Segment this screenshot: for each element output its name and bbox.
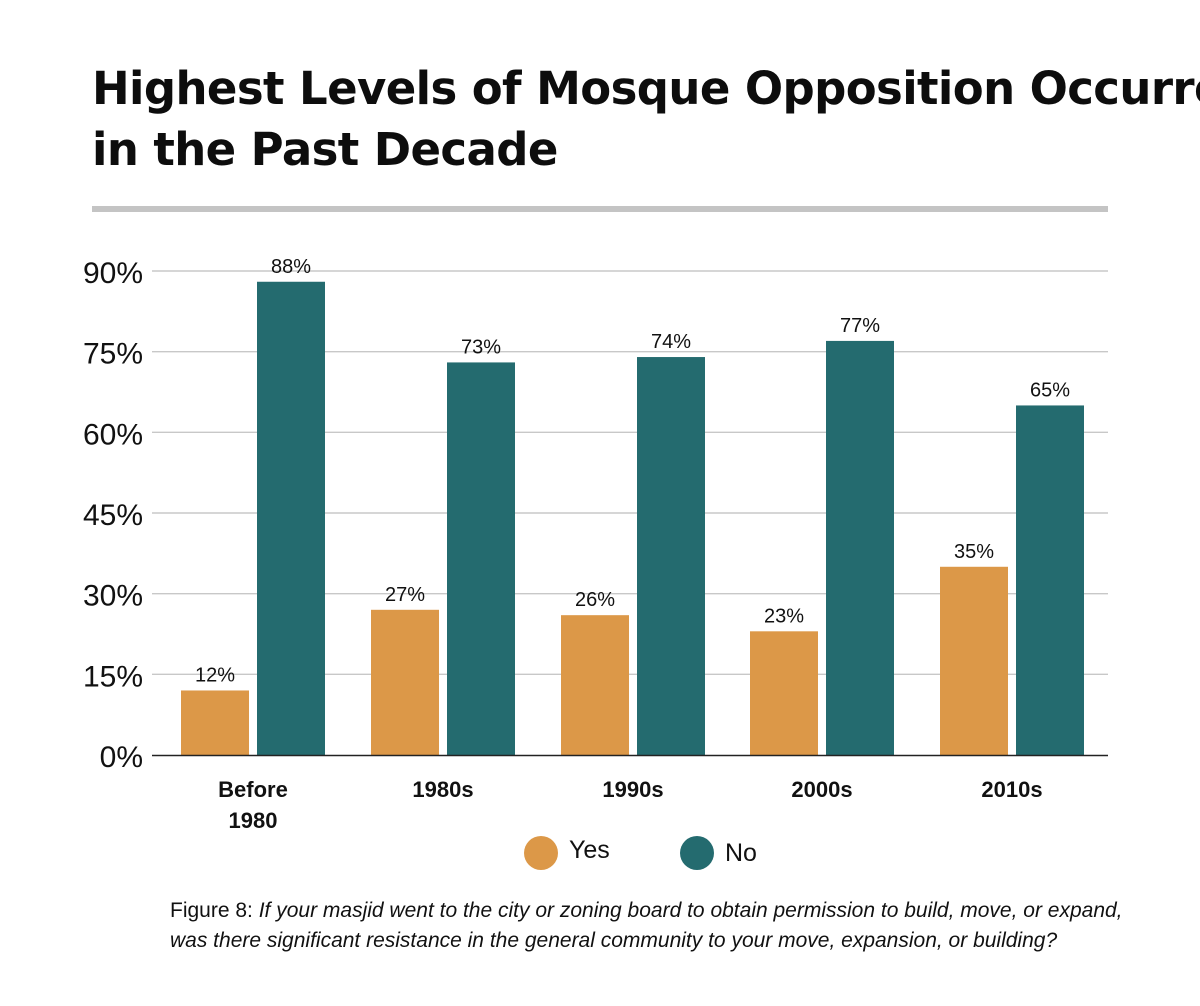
legend-swatch-no bbox=[680, 836, 714, 870]
bar-no-4 bbox=[1016, 405, 1084, 755]
data-label-no-4: 65% bbox=[1030, 379, 1070, 401]
figure-caption-text: If your masjid went to the city or zonin… bbox=[170, 899, 1123, 952]
data-label-no-2: 74% bbox=[651, 331, 691, 353]
x-tick-label: Before 1980 bbox=[218, 777, 288, 833]
bar-yes-1 bbox=[371, 609, 439, 755]
bars bbox=[181, 281, 1084, 755]
y-tick-label: 45% bbox=[83, 499, 143, 532]
chart-title-line-1: Highest Levels of Mosque Opposition Occu… bbox=[92, 62, 1200, 115]
y-tick-label: 15% bbox=[83, 660, 143, 693]
x-tick-label-line: Before bbox=[218, 777, 288, 802]
bar-yes-2 bbox=[561, 615, 629, 755]
title-divider bbox=[92, 206, 1108, 212]
bar-no-3 bbox=[826, 340, 894, 755]
bar-yes-3 bbox=[750, 631, 818, 755]
y-tick-label: 90% bbox=[83, 257, 143, 290]
data-label-yes-2: 26% bbox=[575, 589, 615, 611]
legend-label-no: No bbox=[725, 839, 757, 867]
x-tick-label-line: 1990s bbox=[602, 777, 663, 802]
bar-no-0 bbox=[257, 281, 325, 755]
y-tick-label: 60% bbox=[83, 418, 143, 451]
y-tick-label: 30% bbox=[83, 580, 143, 613]
data-label-yes-0: 12% bbox=[195, 664, 235, 686]
x-tick-label: 2010s bbox=[981, 777, 1042, 802]
x-tick-label: 1990s bbox=[602, 777, 663, 802]
legend-label-yes: Yes bbox=[569, 836, 610, 864]
data-label-yes-4: 35% bbox=[954, 541, 994, 563]
data-label-no-0: 88% bbox=[271, 256, 311, 278]
data-label-yes-1: 27% bbox=[385, 584, 425, 606]
bar-yes-4 bbox=[940, 566, 1008, 755]
chart-title-line-2: in the Past Decade bbox=[92, 123, 558, 176]
figure-caption: Figure 8: If your masjid went to the cit… bbox=[170, 896, 1130, 956]
figure-caption-label: Figure 8: bbox=[170, 899, 253, 922]
y-tick-label: 75% bbox=[83, 338, 143, 371]
chart-title: Highest Levels of Mosque Opposition Occu… bbox=[92, 58, 1200, 180]
bar-yes-0 bbox=[181, 690, 249, 755]
x-tick-label-line: 1980s bbox=[412, 777, 473, 802]
data-label-no-1: 73% bbox=[461, 336, 501, 358]
legend-swatch-yes bbox=[524, 836, 558, 870]
x-axis-ticks: Before 1980 1980s 1990s 2000s 2010s bbox=[218, 777, 1042, 833]
x-tick-label-line: 1980 bbox=[229, 808, 278, 833]
x-tick-label: 2000s bbox=[791, 777, 852, 802]
bar-no-2 bbox=[637, 357, 705, 755]
x-tick-label-line: 2010s bbox=[981, 777, 1042, 802]
x-tick-label-line: 2000s bbox=[791, 777, 852, 802]
legend: Yes No bbox=[524, 836, 757, 870]
data-labels: 12% 88% 27% 73% 26% 74% 23% 77% 35% 65% bbox=[195, 256, 1070, 687]
y-tick-label: 0% bbox=[100, 741, 143, 774]
x-tick-label: 1980s bbox=[412, 777, 473, 802]
bar-chart: 0% 15% 30% 45% 60% 75% 90% 12% 88% 27% 73% 26% 74% 2… bbox=[83, 256, 1108, 870]
data-label-no-3: 77% bbox=[840, 315, 880, 337]
data-label-yes-3: 23% bbox=[764, 605, 804, 627]
y-axis-ticks: 0% 15% 30% 45% 60% 75% 90% bbox=[83, 257, 143, 774]
bar-no-1 bbox=[447, 362, 515, 755]
